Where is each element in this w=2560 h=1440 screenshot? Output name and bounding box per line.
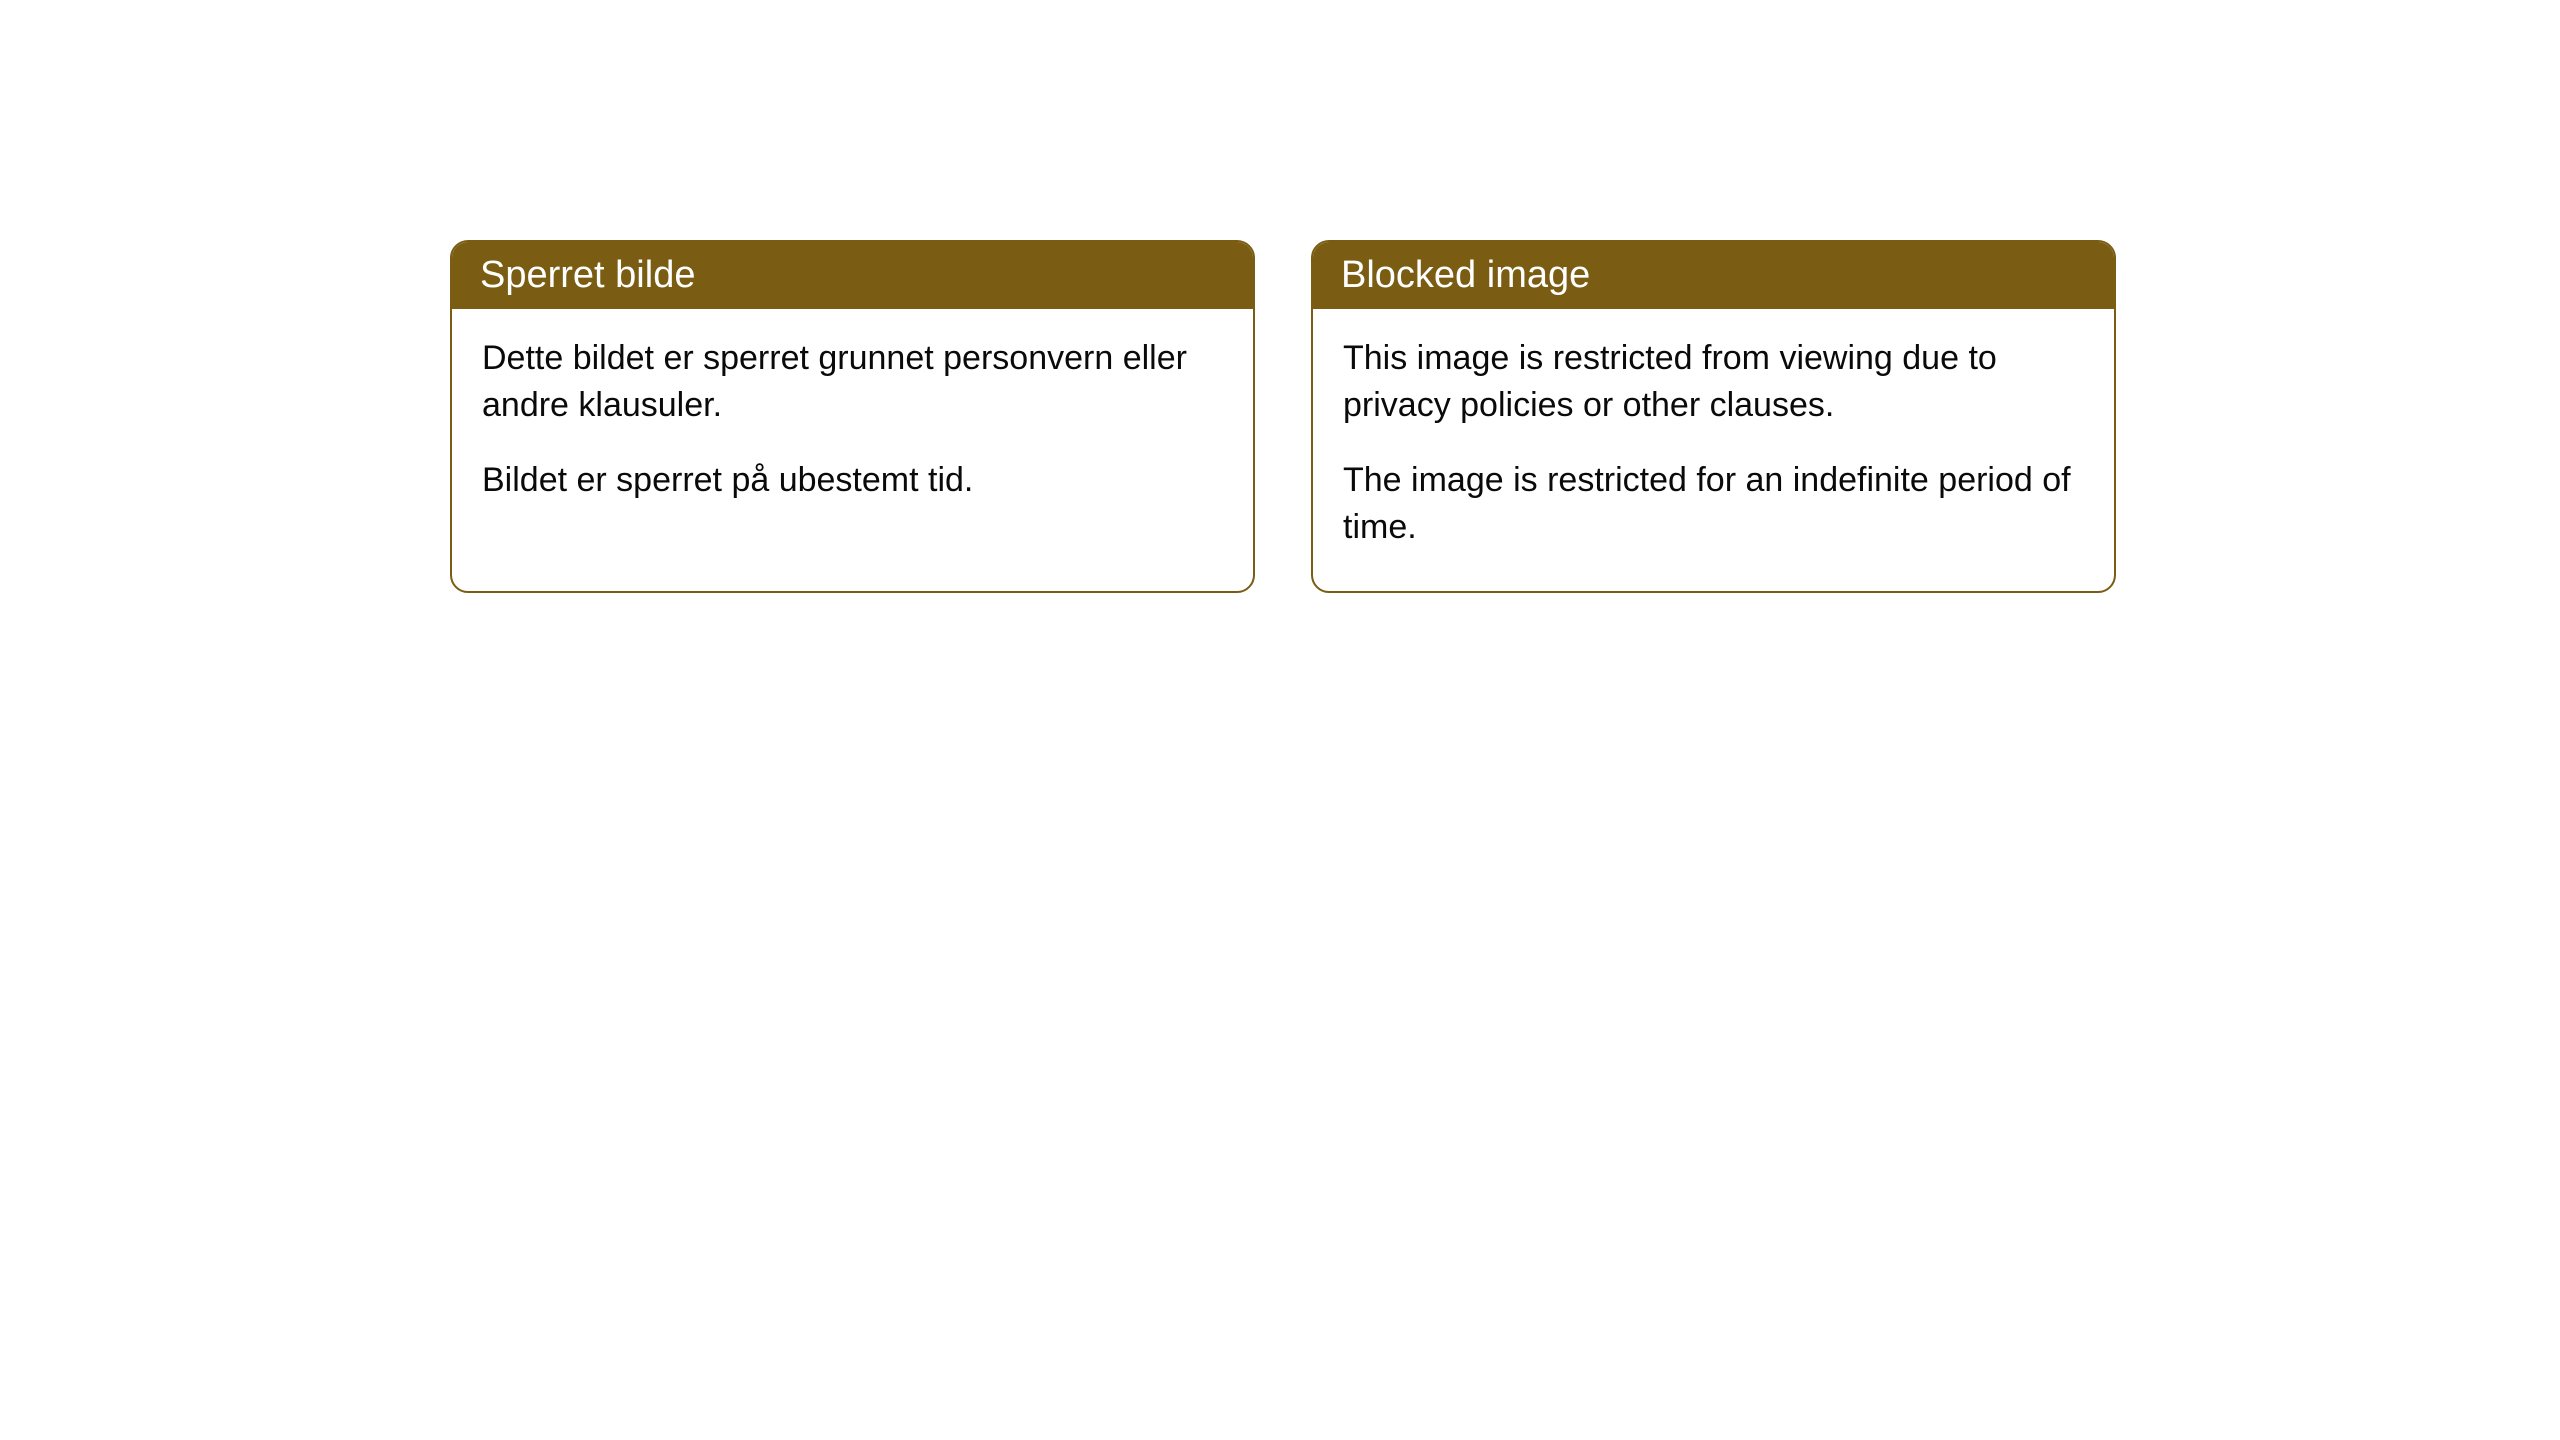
card-title-english: Blocked image: [1341, 254, 1590, 296]
card-paragraph-1-norwegian: Dette bildet er sperret grunnet personve…: [482, 335, 1223, 429]
blocked-image-card-english: Blocked image This image is restricted f…: [1311, 240, 2116, 593]
card-header-english: Blocked image: [1313, 242, 2114, 309]
card-paragraph-2-norwegian: Bildet er sperret på ubestemt tid.: [482, 457, 1223, 504]
card-title-norwegian: Sperret bilde: [480, 254, 695, 296]
card-body-norwegian: Dette bildet er sperret grunnet personve…: [452, 309, 1253, 544]
card-header-norwegian: Sperret bilde: [452, 242, 1253, 309]
card-paragraph-2-english: The image is restricted for an indefinit…: [1343, 457, 2084, 551]
cards-container: Sperret bilde Dette bildet er sperret gr…: [450, 240, 2560, 593]
blocked-image-card-norwegian: Sperret bilde Dette bildet er sperret gr…: [450, 240, 1255, 593]
card-paragraph-1-english: This image is restricted from viewing du…: [1343, 335, 2084, 429]
card-body-english: This image is restricted from viewing du…: [1313, 309, 2114, 591]
